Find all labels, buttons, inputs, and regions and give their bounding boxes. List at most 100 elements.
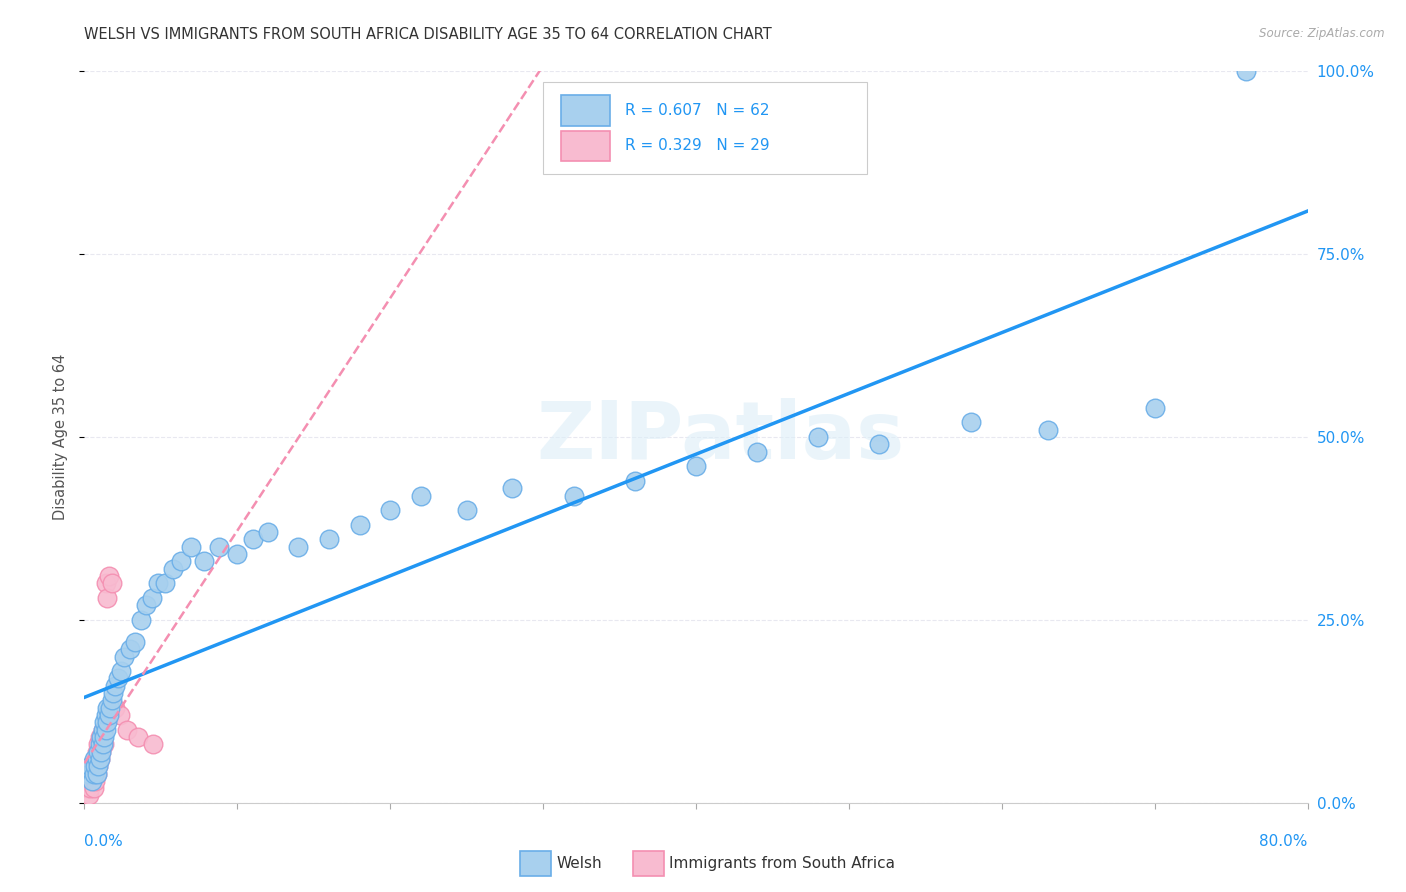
Y-axis label: Disability Age 35 to 64: Disability Age 35 to 64 [53,354,69,520]
Point [146,576,169,591]
Point [89,730,111,744]
Point [869,437,891,451]
Point [1143,401,1166,415]
Point [93,730,115,744]
Point [349,517,371,532]
Point [90,745,112,759]
Point [101,693,124,707]
Point [79,759,101,773]
Point [76,781,98,796]
Point [86,745,108,759]
Text: R = 0.329   N = 29: R = 0.329 N = 29 [626,138,769,153]
Point [96,591,118,605]
Point [1236,64,1258,78]
Point [96,715,118,730]
Point [86,752,108,766]
Point [104,700,127,714]
Point [456,503,478,517]
Point [101,576,124,591]
Point [141,591,163,605]
Point [502,481,524,495]
Point [91,737,114,751]
Point [120,642,142,657]
Point [93,737,115,751]
Point [80,773,103,788]
Text: R = 0.607   N = 62: R = 0.607 N = 62 [626,103,769,119]
Point [170,554,193,568]
Point [86,766,108,780]
Point [89,752,111,766]
Point [242,533,264,547]
Point [193,554,215,568]
Point [96,700,118,714]
Text: WELSH VS IMMIGRANTS FROM SOUTH AFRICA DISABILITY AGE 35 TO 64 CORRELATION CHART: WELSH VS IMMIGRANTS FROM SOUTH AFRICA DI… [84,27,772,42]
Text: 0.0%: 0.0% [84,834,124,849]
Point [89,737,111,751]
Text: Welsh: Welsh [557,856,602,871]
Point [89,752,111,766]
Point [86,766,108,780]
Point [77,766,100,780]
Point [79,781,101,796]
Point [747,444,769,458]
FancyBboxPatch shape [561,95,610,126]
Point [80,773,103,788]
Point [124,635,146,649]
Point [685,459,707,474]
Text: Immigrants from South Africa: Immigrants from South Africa [669,856,896,871]
Point [107,672,129,686]
FancyBboxPatch shape [543,82,868,174]
Point [84,759,107,773]
Point [1036,423,1059,437]
Point [208,540,231,554]
Point [90,730,112,744]
Point [83,766,105,780]
Point [77,773,100,788]
Point [87,737,110,751]
Point [624,474,647,488]
Text: ZIPatlas: ZIPatlas [536,398,904,476]
FancyBboxPatch shape [561,130,610,161]
Point [807,430,830,444]
Point [127,730,149,744]
Text: Source: ZipAtlas.com: Source: ZipAtlas.com [1260,27,1385,40]
Point [162,562,184,576]
Point [104,679,127,693]
Point [98,700,121,714]
Point [318,533,340,547]
Point [226,547,249,561]
Point [90,745,112,759]
Point [287,540,309,554]
Point [87,759,110,773]
Point [79,766,101,780]
Point [380,503,402,517]
Point [135,599,157,613]
Text: 80.0%: 80.0% [1260,834,1308,849]
Point [97,569,120,583]
Point [84,773,107,788]
Point [562,489,585,503]
Point [84,752,107,766]
Point [103,686,125,700]
Point [94,576,117,591]
Point [112,649,135,664]
Point [97,708,120,723]
Point [87,759,110,773]
Point [83,781,105,796]
Point [94,708,117,723]
Point [960,416,983,430]
Point [83,752,105,766]
Point [83,766,105,780]
Point [115,723,138,737]
Point [257,525,280,540]
Point [80,759,103,773]
Point [87,745,110,759]
Point [94,723,117,737]
Point [180,540,202,554]
Point [77,789,100,803]
Point [110,664,132,678]
Point [142,737,165,751]
Point [409,489,432,503]
Point [91,723,114,737]
Point [155,576,177,591]
